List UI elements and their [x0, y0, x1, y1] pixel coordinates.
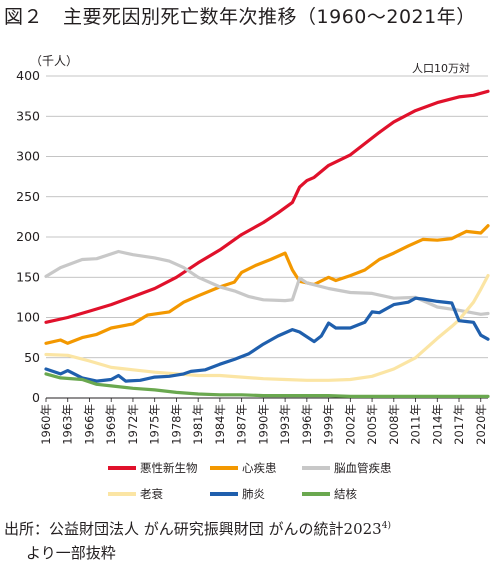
x-tick-label: 1993年 [278, 404, 292, 445]
y-tick-label: 350 [16, 108, 40, 123]
series-line-3 [44, 249, 490, 316]
rate-unit-label: 人口10万対 [412, 62, 470, 75]
y-tick-label: 250 [16, 189, 40, 204]
x-tick-label: 1999年 [322, 404, 336, 445]
y-tick-label: 200 [16, 229, 40, 244]
source-note: 出所：公益財団法人 がん研究振興財団 がんの統計20234) より一部抜粋 [4, 514, 391, 565]
series-line-1 [44, 89, 490, 324]
x-tick-label: 1987年 [235, 404, 249, 445]
x-tick-label: 2020年 [474, 404, 488, 445]
x-tick-label: 2011年 [409, 404, 423, 445]
x-tick-label: 1990年 [256, 404, 270, 445]
x-tick-label: 2005年 [365, 404, 379, 445]
x-tick-label: 1975年 [148, 404, 162, 445]
series-line-5 [44, 296, 490, 383]
x-tick-label: 1996年 [300, 404, 314, 445]
legend-label: 悪性新生物 [140, 461, 198, 475]
y-tick-label: 50 [24, 350, 40, 365]
legend-label: 結核 [334, 487, 357, 501]
legend-label: 肺炎 [242, 487, 265, 501]
legend-label: 老衰 [140, 487, 163, 501]
y-tick-label: 100 [16, 310, 40, 325]
x-tick-label: 2014年 [430, 404, 444, 445]
chart-title: 図２ 主要死因別死亡数年次推移（1960～2021年） [4, 2, 476, 29]
x-tick-label: 2008年 [387, 404, 401, 445]
x-tick-label: 1984年 [213, 404, 227, 445]
source-text-line2: より一部抜粋 [26, 544, 116, 562]
x-tick-label: 1966年 [82, 404, 96, 445]
legend-label: 心疾患 [242, 461, 277, 475]
y-tick-label: 150 [16, 269, 40, 284]
x-tick-label: 2002年 [343, 404, 357, 445]
x-tick-label: 2017年 [452, 404, 466, 445]
x-tick-label: 1960年 [39, 404, 53, 445]
figure-title: 主要死因別死亡数年次推移（1960～2021年） [63, 6, 476, 28]
series-line-4 [44, 274, 490, 382]
y-tick-label: 400 [16, 68, 40, 83]
x-tick-label: 1969年 [104, 404, 118, 445]
y-tick-label: 0 [32, 390, 40, 405]
y-axis-unit: （千人） [30, 54, 79, 68]
plot-svg: 0 50 100 150 200 250 300 350 400 1960年 1963年 1966年 1… [16, 68, 490, 501]
series-line-6 [44, 372, 490, 398]
x-tick-label: 1981年 [191, 404, 205, 445]
series-line-2 [44, 224, 490, 345]
figure-number: 図２ [4, 6, 44, 28]
legend-label: 脳血管疾患 [334, 461, 392, 475]
x-tick-label: 1972年 [126, 404, 140, 445]
y-tick-label: 300 [16, 149, 40, 164]
x-tick-label: 1978年 [169, 404, 183, 445]
x-tick-label: 1963年 [61, 404, 75, 445]
source-superscript: 4) [381, 521, 391, 531]
source-text: 出所：公益財団法人 がん研究振興財団 がんの統計2023 [4, 520, 382, 538]
